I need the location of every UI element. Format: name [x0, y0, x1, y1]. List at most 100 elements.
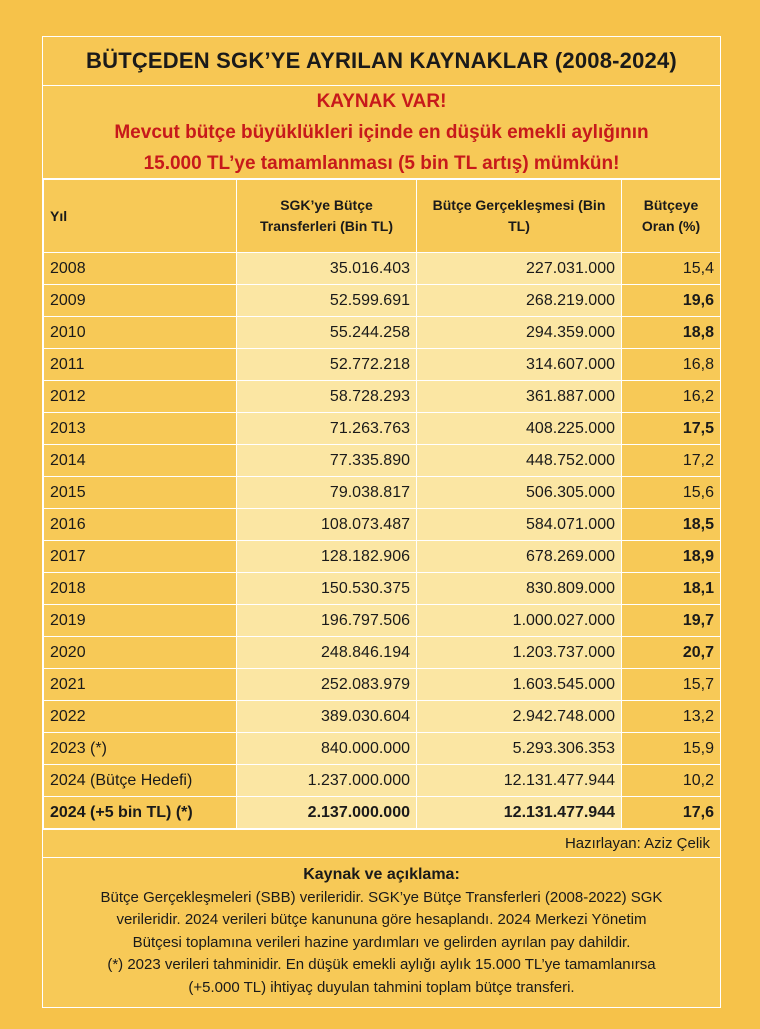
cell-budget-realization: 227.031.000 [416, 252, 622, 285]
cell-budget-realization: 314.607.000 [416, 348, 622, 381]
cell-budget-realization: 5.293.306.353 [416, 732, 622, 765]
cell-budget-ratio: 13,2 [621, 700, 721, 733]
cell-budget-realization: 2.942.748.000 [416, 700, 622, 733]
table-row: 2010 55.244.258 294.359.000 18,8 [43, 316, 721, 349]
cell-year: 2014 [43, 444, 237, 477]
cell-sgk-transfer: 150.530.375 [236, 572, 417, 605]
table-row: 2020 248.846.194 1.203.737.000 20,7 [43, 636, 721, 669]
cell-sgk-transfer: 196.797.506 [236, 604, 417, 637]
header-sgk-transfers: SGK’ye Bütçe Transferleri (Bin TL) [236, 179, 417, 253]
table-body: 2008 35.016.403 227.031.000 15,4 2009 52.599.… [43, 252, 721, 829]
cell-budget-ratio: 15,4 [621, 252, 721, 285]
table-row: 2012 58.728.293 361.887.000 16,2 [43, 380, 721, 413]
cell-budget-realization: 584.071.000 [416, 508, 622, 541]
cell-year: 2017 [43, 540, 237, 573]
cell-budget-ratio: 20,7 [621, 636, 721, 669]
source-line-4: (*) 2023 verileri tahminidir. En düşük e… [107, 956, 656, 973]
cell-budget-realization: 506.305.000 [416, 476, 622, 509]
cell-budget-realization: 830.809.000 [416, 572, 622, 605]
source-line-5: (+5.000 TL) ihtiyaç duyulan tahmini topl… [188, 978, 575, 996]
cell-sgk-transfer: 248.846.194 [236, 636, 417, 669]
cell-year: 2020 [43, 636, 237, 669]
table-row: 2008 35.016.403 227.031.000 15,4 [43, 252, 721, 285]
table-row: 2013 71.263.763 408.225.000 17,5 [43, 412, 721, 445]
cell-budget-ratio: 18,9 [621, 540, 721, 573]
cell-budget-ratio: 17,5 [621, 412, 721, 445]
table-row: 2021 252.083.979 1.603.545.000 15,7 [43, 668, 721, 701]
alert-line-3: 15.000 TL’ye tamamlanması (5 bin TL artı… [143, 152, 620, 174]
cell-sgk-transfer: 52.599.691 [236, 284, 417, 317]
cell-year: 2022 [43, 700, 237, 733]
infographic-card: BÜTÇEDEN SGK’YE AYRILAN KAYNAKLAR (2008-… [42, 36, 721, 1008]
cell-year: 2016 [43, 508, 237, 541]
cell-year: 2008 [43, 252, 237, 285]
cell-year: 2019 [43, 604, 237, 637]
cell-budget-ratio: 16,2 [621, 380, 721, 413]
cell-budget-realization: 448.752.000 [416, 444, 622, 477]
cell-year: 2009 [43, 284, 237, 317]
cell-year: 2024 (Bütçe Hedefi) [43, 764, 237, 797]
header-budget-realization: Bütçe Gerçekleşmesi (Bin TL) [416, 179, 622, 253]
table-row: 2024 (+5 bin TL) (*) 2.137.000.000 12.131.… [43, 796, 721, 829]
table-row: 2018 150.530.375 830.809.000 18,1 [43, 572, 721, 605]
cell-budget-realization: 268.219.000 [416, 284, 622, 317]
source-line-3: Bütçesi toplamına verileri hazine yardım… [132, 933, 631, 951]
table-row: 2016 108.073.487 584.071.000 18,5 [43, 508, 721, 541]
cell-budget-ratio: 18,5 [621, 508, 721, 541]
table-row: 2014 77.335.890 448.752.000 17,2 [43, 444, 721, 477]
budget-table: Yıl SGK’ye Bütçe Transferleri (Bin TL) B… [43, 179, 721, 829]
cell-sgk-transfer: 840.000.000 [236, 732, 417, 765]
cell-budget-realization: 1.000.027.000 [416, 604, 622, 637]
cell-sgk-transfer: 55.244.258 [236, 316, 417, 349]
highlight-message: KAYNAK VAR! Mevcut bütçe büyüklükleri iç… [43, 86, 720, 179]
header-budget-ratio: Bütçeye Oran (%) [621, 179, 721, 253]
cell-budget-ratio: 15,6 [621, 476, 721, 509]
cell-budget-ratio: 18,1 [621, 572, 721, 605]
cell-sgk-transfer: 1.237.000.000 [236, 764, 417, 797]
cell-year: 2012 [43, 380, 237, 413]
cell-sgk-transfer: 35.016.403 [236, 252, 417, 285]
cell-budget-realization: 12.131.477.944 [416, 796, 622, 829]
cell-sgk-transfer: 252.083.979 [236, 668, 417, 701]
table-row: 2024 (Bütçe Hedefi) 1.237.000.000 12.131.4… [43, 764, 721, 797]
table-row: 2023 (*) 840.000.000 5.293.306.353 15,9 [43, 732, 721, 765]
source-notes: Kaynak ve açıklama: Bütçe Gerçekleşmeler… [43, 858, 720, 1007]
cell-budget-realization: 1.203.737.000 [416, 636, 622, 669]
cell-budget-ratio: 15,7 [621, 668, 721, 701]
cell-year: 2010 [43, 316, 237, 349]
cell-budget-realization: 12.131.477.944 [416, 764, 622, 797]
header-year: Yıl [43, 179, 237, 253]
source-heading: Kaynak ve açıklama: [303, 866, 460, 883]
table-row: 2015 79.038.817 506.305.000 15,6 [43, 476, 721, 509]
table-row: 2019 196.797.506 1.000.027.000 19,7 [43, 604, 721, 637]
cell-year: 2011 [43, 348, 237, 381]
table-row: 2009 52.599.691 268.219.000 19,6 [43, 284, 721, 317]
cell-sgk-transfer: 58.728.293 [236, 380, 417, 413]
cell-sgk-transfer: 79.038.817 [236, 476, 417, 509]
table-row: 2011 52.772.218 314.607.000 16,8 [43, 348, 721, 381]
cell-sgk-transfer: 52.772.218 [236, 348, 417, 381]
cell-budget-ratio: 17,2 [621, 444, 721, 477]
cell-budget-ratio: 17,6 [621, 796, 721, 829]
cell-budget-ratio: 19,7 [621, 604, 721, 637]
cell-sgk-transfer: 128.182.906 [236, 540, 417, 573]
cell-sgk-transfer: 108.073.487 [236, 508, 417, 541]
cell-budget-ratio: 19,6 [621, 284, 721, 317]
cell-budget-realization: 361.887.000 [416, 380, 622, 413]
cell-year: 2013 [43, 412, 237, 445]
cell-budget-ratio: 15,9 [621, 732, 721, 765]
cell-year: 2021 [43, 668, 237, 701]
cell-year: 2018 [43, 572, 237, 605]
source-line-2: verileridir. 2024 verileri bütçe kanunun… [116, 911, 647, 928]
cell-budget-realization: 408.225.000 [416, 412, 622, 445]
cell-budget-ratio: 10,2 [621, 764, 721, 797]
cell-budget-realization: 678.269.000 [416, 540, 622, 573]
source-line-1: Bütçe Gerçekleşmeleri (SBB) verileridir.… [100, 888, 663, 906]
table-row: 2017 128.182.906 678.269.000 18,9 [43, 540, 721, 573]
prepared-by: Hazırlayan: Aziz Çelik [43, 829, 720, 858]
cell-sgk-transfer: 389.030.604 [236, 700, 417, 733]
cell-budget-realization: 1.603.545.000 [416, 668, 622, 701]
cell-year: 2015 [43, 476, 237, 509]
cell-sgk-transfer: 71.263.763 [236, 412, 417, 445]
cell-sgk-transfer: 77.335.890 [236, 444, 417, 477]
